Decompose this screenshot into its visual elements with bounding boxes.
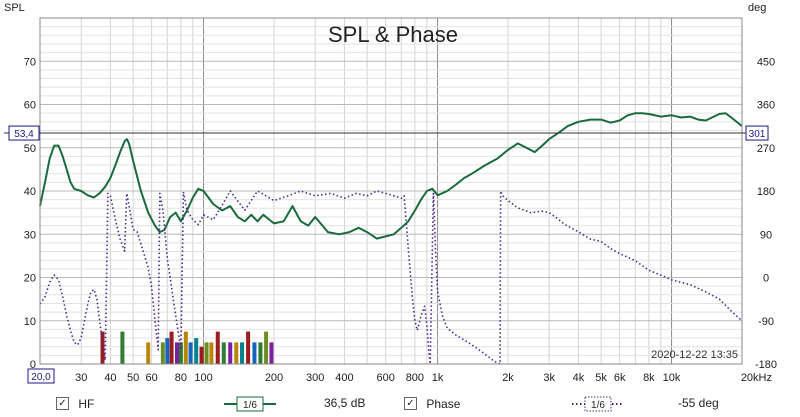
y-left-tick-label: 30 bbox=[24, 229, 36, 241]
filter-bar bbox=[169, 331, 174, 364]
y-left-tick-label: 20 bbox=[24, 273, 36, 285]
chart-svg: 20,0 30 40 50 60 80 100 200 300 400 600 800 1k 2k 3k 4k… bbox=[4, 2, 777, 384]
y-left-tick-label: 50 bbox=[24, 143, 36, 155]
x-start-box bbox=[27, 368, 55, 384]
x-tick-label: 2k bbox=[502, 372, 514, 384]
filter-bar bbox=[165, 338, 170, 364]
filter-bar bbox=[258, 342, 263, 364]
filter-bar bbox=[252, 342, 257, 364]
x-tick-label: 10k bbox=[663, 372, 681, 384]
y-left-tick-label: 0 bbox=[30, 359, 36, 371]
series-hf bbox=[39, 112, 743, 240]
x-tick-label: 40 bbox=[104, 372, 116, 384]
filter-bar bbox=[234, 342, 239, 364]
y-right-tick-label: 360 bbox=[757, 100, 775, 112]
hf-value: 36,5 dB bbox=[324, 396, 365, 410]
phase-checkbox[interactable]: ✓ bbox=[404, 397, 417, 411]
y-right-tick-label: 90 bbox=[760, 229, 772, 241]
legend-phase[interactable]: ✓ Phase bbox=[404, 396, 460, 411]
hf-line-swatch: 1/6 bbox=[224, 396, 276, 412]
phase-smoothing-label: 1/6 bbox=[591, 400, 605, 411]
y-right-axis-title: deg bbox=[748, 2, 766, 14]
x-tick-label: 800 bbox=[406, 372, 424, 384]
x-tick-label: 300 bbox=[306, 372, 324, 384]
phase-value-text: -55 deg bbox=[678, 396, 719, 410]
cursor-spl-label: 53,4 bbox=[14, 129, 34, 140]
filter-bar bbox=[120, 331, 125, 364]
y-right-tick-label: 270 bbox=[757, 143, 775, 155]
phase-label: Phase bbox=[426, 396, 461, 411]
filter-bar bbox=[209, 342, 214, 364]
filter-bar bbox=[188, 342, 193, 364]
x-tick-label: 3k bbox=[543, 372, 555, 384]
legend: ✓ HF 1/6 36,5 dB ✓ Phase 1/6 -55 deg bbox=[0, 392, 800, 417]
filter-bar bbox=[178, 342, 183, 364]
y-right-tick-label: 450 bbox=[757, 56, 775, 68]
legend-phase-smoothing[interactable]: 1/6 bbox=[572, 396, 624, 412]
filter-bar bbox=[269, 342, 274, 364]
x-tick-label: 80 bbox=[175, 372, 187, 384]
filter-bar bbox=[246, 331, 251, 364]
y-left-tick-label: 60 bbox=[24, 100, 36, 112]
y-left-tick-label: 70 bbox=[24, 56, 36, 68]
phase-value: -55 deg bbox=[678, 396, 719, 410]
y-left-tick-label: 40 bbox=[24, 186, 36, 198]
filter-bar bbox=[160, 342, 165, 364]
y-right-tick-label: 0 bbox=[763, 273, 769, 285]
series bbox=[39, 112, 743, 365]
filter-bar bbox=[199, 346, 204, 364]
x-tick-label: 60 bbox=[146, 372, 158, 384]
filter-bar bbox=[240, 342, 245, 364]
x-tick-label: 8k bbox=[643, 372, 655, 384]
y-right-tick-label: -90 bbox=[758, 316, 774, 328]
filter-bar bbox=[183, 331, 188, 364]
chart-title: SPL & Phase bbox=[328, 22, 458, 47]
cursor-spl-box bbox=[8, 125, 40, 141]
x-tick-label: 4k bbox=[573, 372, 585, 384]
hf-checkbox[interactable]: ✓ bbox=[56, 397, 69, 411]
grid bbox=[39, 17, 743, 365]
ticks: 20,0 30 40 50 60 80 100 200 300 400 600 800 1k 2k 3k 4k… bbox=[24, 56, 777, 384]
y-left-tick-label: 10 bbox=[24, 316, 36, 328]
filter-bar bbox=[174, 342, 179, 364]
x-tick-label: 30 bbox=[75, 372, 87, 384]
filter-bar bbox=[228, 342, 233, 364]
plot-frame bbox=[39, 17, 743, 365]
x-tick-label: 200 bbox=[265, 372, 283, 384]
x-tick-label: 20,0 bbox=[31, 372, 51, 383]
filter-bar bbox=[215, 331, 220, 364]
x-tick-label: 50 bbox=[127, 372, 139, 384]
filter-bar bbox=[204, 342, 209, 364]
cursor-phase-box bbox=[745, 125, 769, 141]
cursor-phase-label: 301 bbox=[749, 129, 766, 140]
x-tick-label: 5k bbox=[595, 372, 607, 384]
x-tick-label: 6k bbox=[614, 372, 626, 384]
y-left-axis-title: SPL bbox=[4, 2, 25, 14]
series-phase bbox=[39, 190, 743, 365]
x-tick-label: 400 bbox=[335, 372, 353, 384]
filter-bar bbox=[194, 338, 199, 364]
hf-label: HF bbox=[78, 396, 95, 411]
cursor: 53,4 301 bbox=[4, 125, 769, 141]
y-right-tick-label: 180 bbox=[757, 186, 775, 198]
legend-hf-smoothing[interactable]: 1/6 bbox=[224, 396, 276, 412]
hf-smoothing-label: 1/6 bbox=[243, 400, 257, 411]
filter-bar bbox=[146, 342, 151, 364]
x-tick-label: 1k bbox=[432, 372, 444, 384]
y-right-tick-label: -180 bbox=[755, 359, 777, 371]
phase-line-swatch: 1/6 bbox=[572, 396, 624, 412]
x-tick-label: 600 bbox=[376, 372, 394, 384]
timestamp: 2020-12-22 13:35 bbox=[651, 349, 738, 361]
hf-value-text: 36,5 dB bbox=[324, 396, 366, 410]
legend-hf[interactable]: ✓ HF bbox=[56, 396, 94, 411]
filter-bar bbox=[264, 331, 269, 364]
filter-bar bbox=[221, 342, 226, 364]
x-tick-label: 20kHz bbox=[741, 372, 772, 384]
x-tick-label: 100 bbox=[194, 372, 212, 384]
